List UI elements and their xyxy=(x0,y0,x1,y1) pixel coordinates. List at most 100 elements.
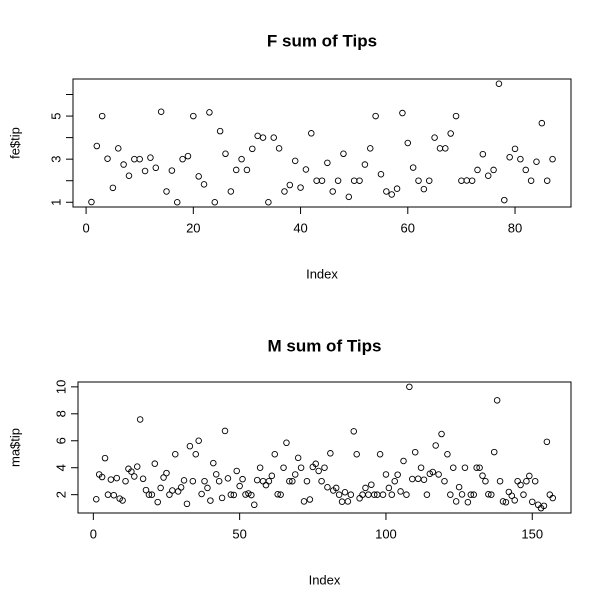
point xyxy=(447,130,454,137)
point xyxy=(400,457,407,465)
x-tick-label: 0 xyxy=(90,526,97,541)
point xyxy=(110,491,118,499)
point xyxy=(313,177,320,184)
point xyxy=(189,477,197,485)
point xyxy=(262,481,270,489)
point xyxy=(388,191,395,198)
y-tick-label: 10 xyxy=(53,380,68,394)
point xyxy=(501,196,508,204)
point xyxy=(385,484,393,492)
point xyxy=(321,464,328,471)
point xyxy=(318,177,326,184)
point xyxy=(452,498,460,505)
point xyxy=(297,184,304,191)
point xyxy=(291,157,299,165)
point xyxy=(174,488,182,495)
point xyxy=(436,145,444,152)
point xyxy=(218,494,226,502)
y-tick-label: 4 xyxy=(53,464,68,471)
point xyxy=(379,491,387,498)
point xyxy=(441,477,448,485)
x-tick-label: 80 xyxy=(508,220,522,235)
point xyxy=(131,155,138,163)
point xyxy=(482,477,489,485)
point xyxy=(376,450,384,458)
point xyxy=(533,158,540,165)
point xyxy=(256,464,264,471)
point xyxy=(332,484,340,492)
point xyxy=(232,166,240,174)
point xyxy=(324,484,331,491)
point xyxy=(335,491,343,498)
point xyxy=(249,145,256,153)
point xyxy=(341,488,349,496)
point xyxy=(125,172,133,180)
point xyxy=(101,454,109,462)
point xyxy=(485,491,492,498)
point xyxy=(206,109,213,116)
point xyxy=(340,150,347,158)
point xyxy=(200,181,208,188)
point xyxy=(163,469,170,477)
y-tick-label: 5 xyxy=(48,112,63,119)
point xyxy=(147,154,154,161)
y-axis-label: fe$tip xyxy=(7,127,22,159)
point xyxy=(420,185,428,193)
point xyxy=(227,188,235,195)
point xyxy=(186,442,194,450)
point xyxy=(277,491,284,498)
point xyxy=(415,177,422,184)
point xyxy=(409,164,417,171)
point xyxy=(353,450,360,458)
point xyxy=(210,459,217,467)
point xyxy=(215,477,223,485)
x-tick-label: 100 xyxy=(375,526,397,541)
point xyxy=(458,491,466,498)
point xyxy=(438,430,445,438)
point xyxy=(506,153,513,161)
point xyxy=(344,498,352,505)
point xyxy=(238,155,245,163)
point xyxy=(526,472,533,480)
point xyxy=(549,494,556,502)
point xyxy=(251,501,258,509)
point xyxy=(447,491,454,498)
point xyxy=(327,450,334,457)
point xyxy=(406,383,413,391)
point xyxy=(286,181,294,189)
point xyxy=(173,199,181,206)
point xyxy=(259,477,267,485)
point xyxy=(233,467,240,475)
point xyxy=(511,497,518,504)
y-tick-label: 1 xyxy=(48,199,63,206)
x-tick-label: 20 xyxy=(186,220,200,235)
point xyxy=(467,491,475,498)
point xyxy=(474,166,481,174)
point xyxy=(388,491,396,498)
point xyxy=(157,108,165,116)
y-tick-label: 6 xyxy=(53,437,68,444)
point xyxy=(216,127,224,135)
point xyxy=(221,427,229,435)
y-tick-label: 3 xyxy=(48,156,63,163)
point xyxy=(514,477,521,485)
point xyxy=(393,185,401,192)
point xyxy=(531,477,539,485)
point xyxy=(139,475,147,483)
point xyxy=(190,112,197,120)
point xyxy=(420,476,428,483)
point xyxy=(508,492,516,499)
point xyxy=(119,497,126,504)
point xyxy=(280,464,287,471)
point xyxy=(198,490,205,498)
point xyxy=(141,167,149,175)
point xyxy=(265,477,273,485)
point xyxy=(183,500,191,508)
point xyxy=(207,497,214,504)
point xyxy=(429,468,437,476)
point xyxy=(490,448,498,456)
point xyxy=(356,177,363,184)
point xyxy=(414,475,422,483)
point xyxy=(523,477,530,485)
point xyxy=(370,491,378,498)
